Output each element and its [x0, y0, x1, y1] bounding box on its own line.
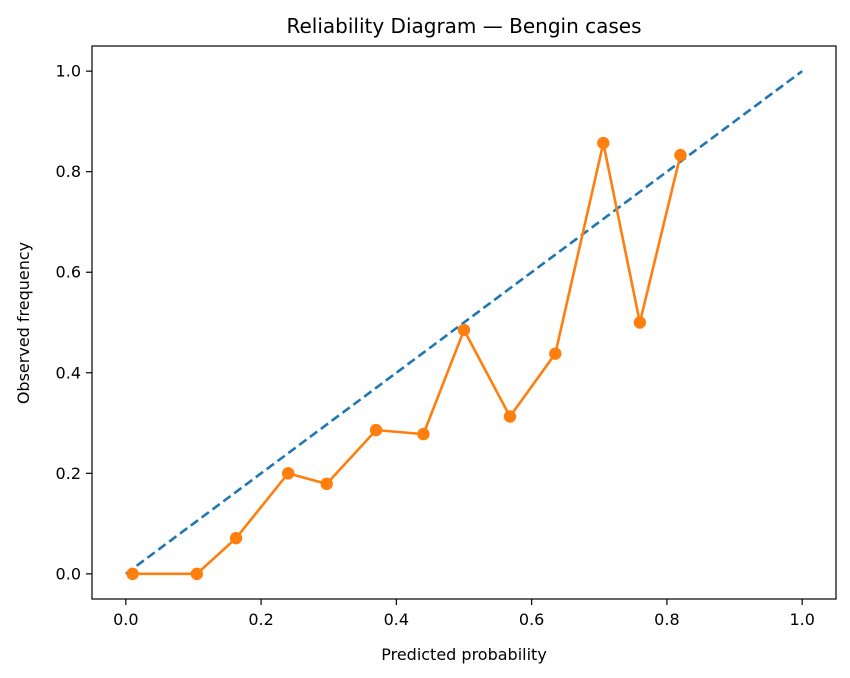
series-1-marker — [503, 410, 517, 423]
series-1-marker — [320, 477, 333, 491]
plot-frame — [91, 45, 837, 600]
series-1-marker — [549, 347, 562, 360]
series-1-marker — [126, 567, 139, 581]
y-tick-label: 1.0 — [56, 62, 81, 81]
x-tick-label: 0.2 — [248, 610, 273, 629]
x-tick-label: 0.0 — [113, 610, 138, 629]
y-axis-label: Observed frequency — [14, 242, 33, 404]
x-tick-label: 0.6 — [519, 610, 544, 629]
y-tick-label: 0.6 — [56, 263, 81, 282]
x-tick-label: 1.0 — [789, 610, 814, 629]
y-axis-ticks: 0.0 0.2 0.4 0.6 0.8 1.0 — [56, 62, 92, 583]
x-tick-label: 0.8 — [654, 610, 679, 629]
x-axis-label: Predicted probability — [381, 645, 547, 664]
series-1-marker — [281, 467, 295, 480]
series-1-marker — [457, 323, 471, 337]
series-1-marker — [417, 427, 430, 441]
series-1-marker — [674, 148, 687, 162]
x-tick-label: 0.4 — [384, 610, 409, 629]
series-1-marker — [229, 531, 243, 545]
chart-title: Reliability Diagram — Bengin cases — [286, 14, 641, 38]
x-axis-ticks: 0.0 0.2 0.4 0.6 0.8 1.0 — [113, 599, 815, 629]
y-tick-label: 0.0 — [56, 564, 81, 583]
series-0-line — [125, 70, 803, 575]
series-1-marker — [633, 316, 647, 329]
series-1-marker — [190, 567, 204, 581]
series-1-marker — [369, 423, 383, 437]
y-tick-label: 0.2 — [56, 464, 81, 483]
y-tick-label: 0.8 — [56, 162, 81, 181]
plot-area — [125, 70, 803, 581]
series-1-marker — [597, 136, 610, 150]
y-tick-label: 0.4 — [56, 363, 81, 382]
